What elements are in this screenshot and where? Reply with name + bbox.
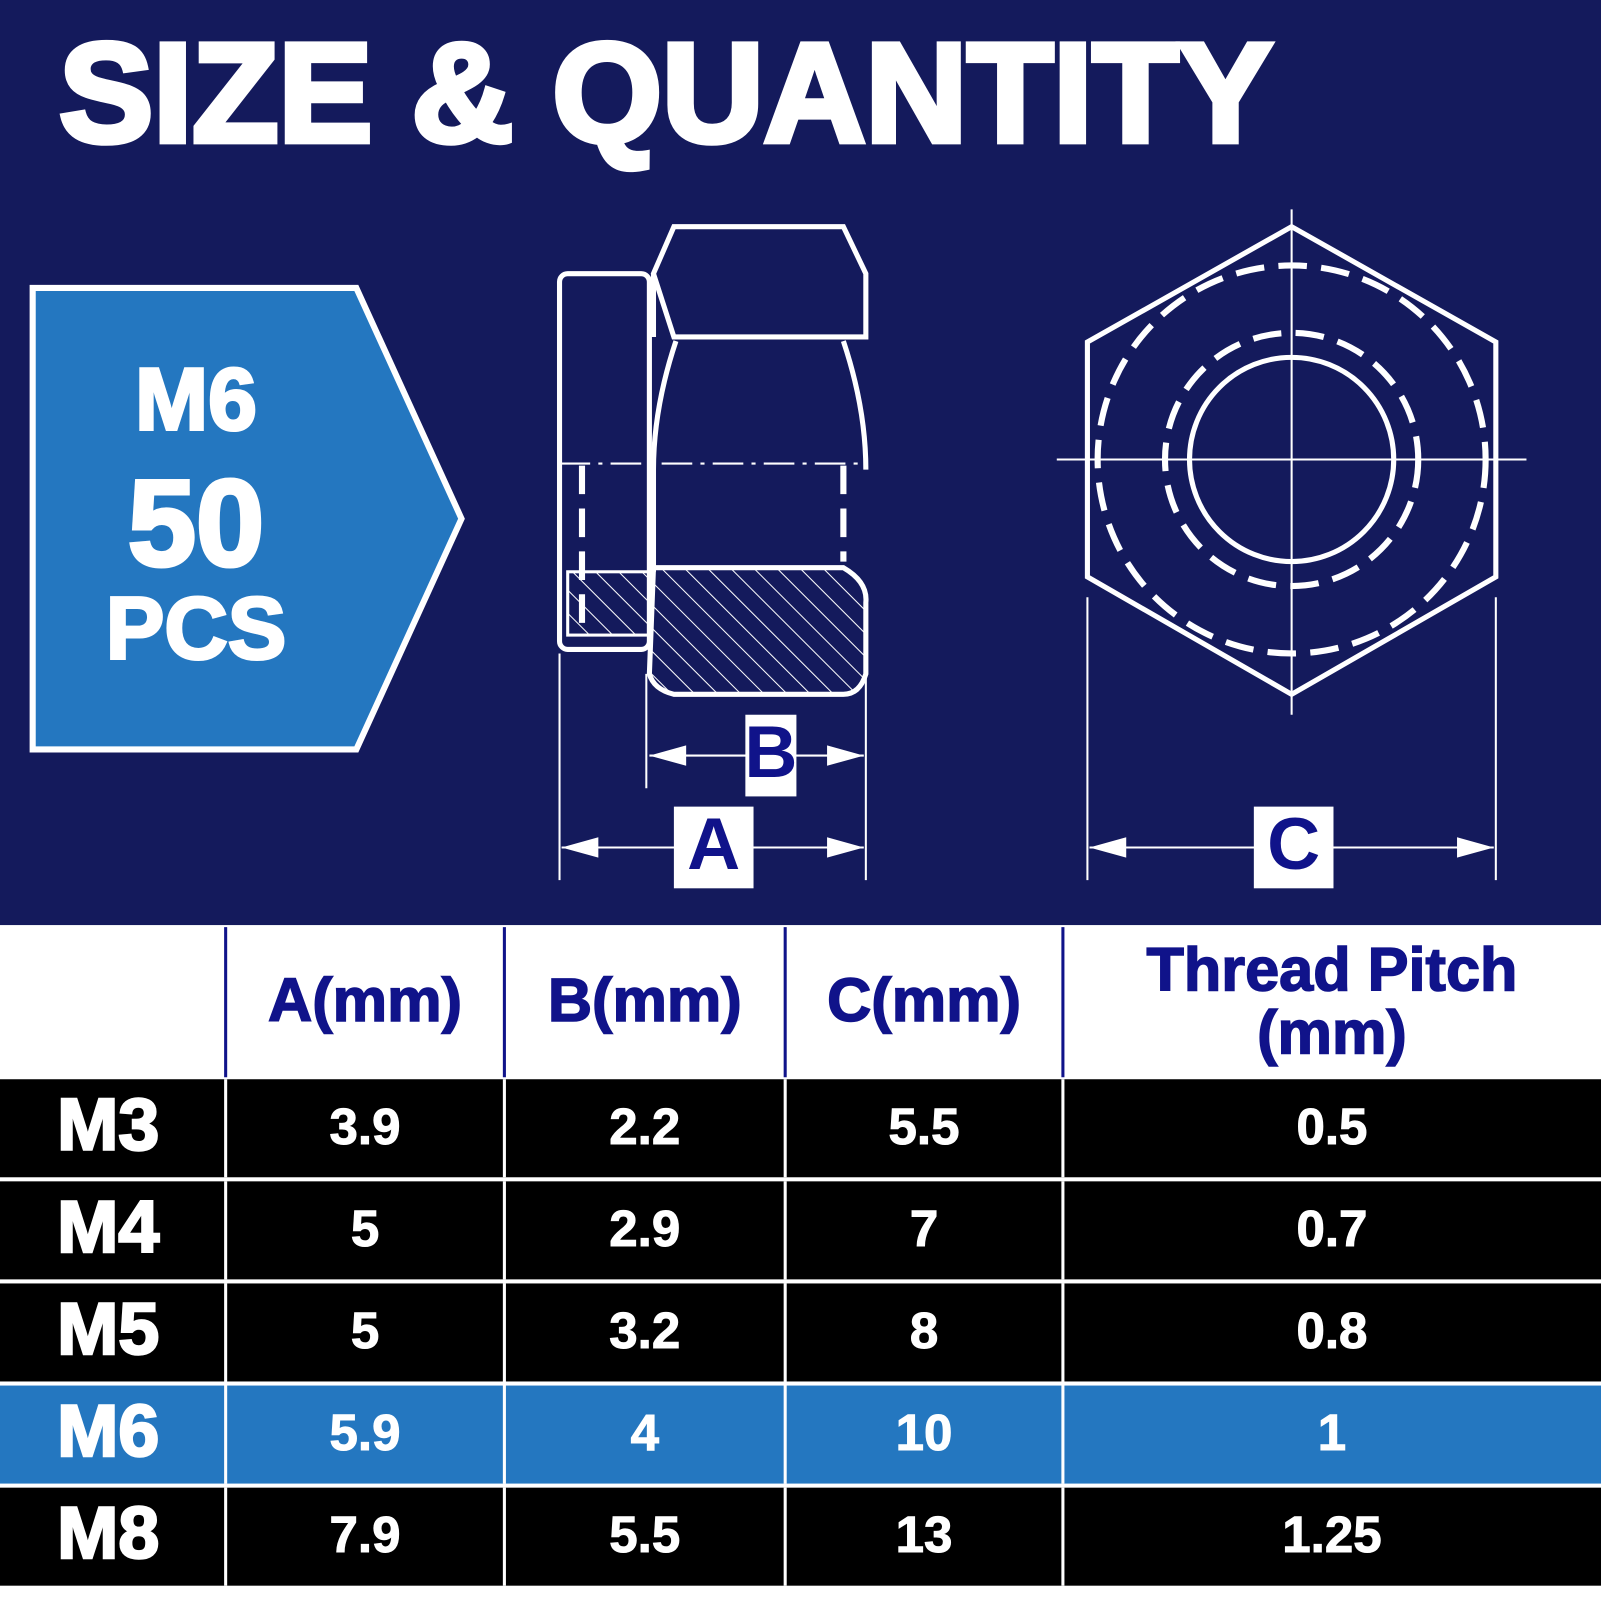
badge-unit: PCS: [106, 579, 287, 677]
column-header: B(mm): [548, 966, 742, 1034]
row-label: M8: [57, 1491, 159, 1574]
table-cell: 5: [351, 1302, 379, 1359]
table-cell: 10: [896, 1404, 953, 1461]
table-cell: 5.9: [330, 1404, 401, 1461]
side-view: [556, 224, 869, 889]
badge-size: M6: [135, 351, 257, 449]
header-row: [0, 927, 1601, 1078]
column-header: C(mm): [827, 966, 1021, 1034]
table-cell: 0.8: [1296, 1302, 1367, 1359]
table-cell: 5: [351, 1200, 379, 1257]
table-cell: 3.2: [609, 1302, 680, 1359]
row-label: M4: [57, 1185, 159, 1268]
table-cell: 1.25: [1282, 1506, 1381, 1563]
table-cell: 8: [910, 1302, 938, 1359]
table-cell: 7: [910, 1200, 938, 1257]
column-header: A(mm): [268, 966, 462, 1034]
table-cell: 13: [896, 1506, 953, 1563]
table-row: [0, 1283, 1601, 1382]
spec-table: A(mm) B(mm) C(mm) Thread Pitch(mm) M3 3.9 2.2 5…: [0, 927, 1601, 1586]
badge-quantity: 50: [128, 454, 264, 591]
row-label: M3: [57, 1083, 159, 1166]
badge: [29, 284, 465, 753]
top-view: [1056, 209, 1527, 889]
table-cell: 0.7: [1296, 1200, 1367, 1257]
table-cell: 2.9: [609, 1200, 680, 1257]
table-cell: 7.9: [330, 1506, 401, 1563]
row-label: M6: [57, 1389, 159, 1472]
table-cell: 1: [1318, 1404, 1346, 1461]
table-cell: 0.5: [1296, 1098, 1367, 1155]
dimension-label: B: [744, 710, 797, 793]
table-cell: 5.5: [889, 1098, 960, 1155]
dimension-label: C: [1267, 802, 1320, 885]
dimension-label: A: [687, 802, 740, 885]
table-row: [0, 1181, 1601, 1280]
table-cell: 5.5: [609, 1506, 680, 1563]
column-header: Thread Pitch: [1146, 935, 1517, 1003]
table-row: [0, 1385, 1601, 1484]
column-header: (mm): [1257, 999, 1407, 1067]
table-cell: 3.9: [330, 1098, 401, 1155]
table-cell: 4: [631, 1404, 660, 1461]
table-row: [0, 1487, 1601, 1586]
row-label: M5: [57, 1287, 159, 1370]
table-cell: 2.2: [609, 1098, 680, 1155]
table-row: [0, 1079, 1601, 1178]
title: SIZE & QUANTITY: [59, 13, 1272, 171]
